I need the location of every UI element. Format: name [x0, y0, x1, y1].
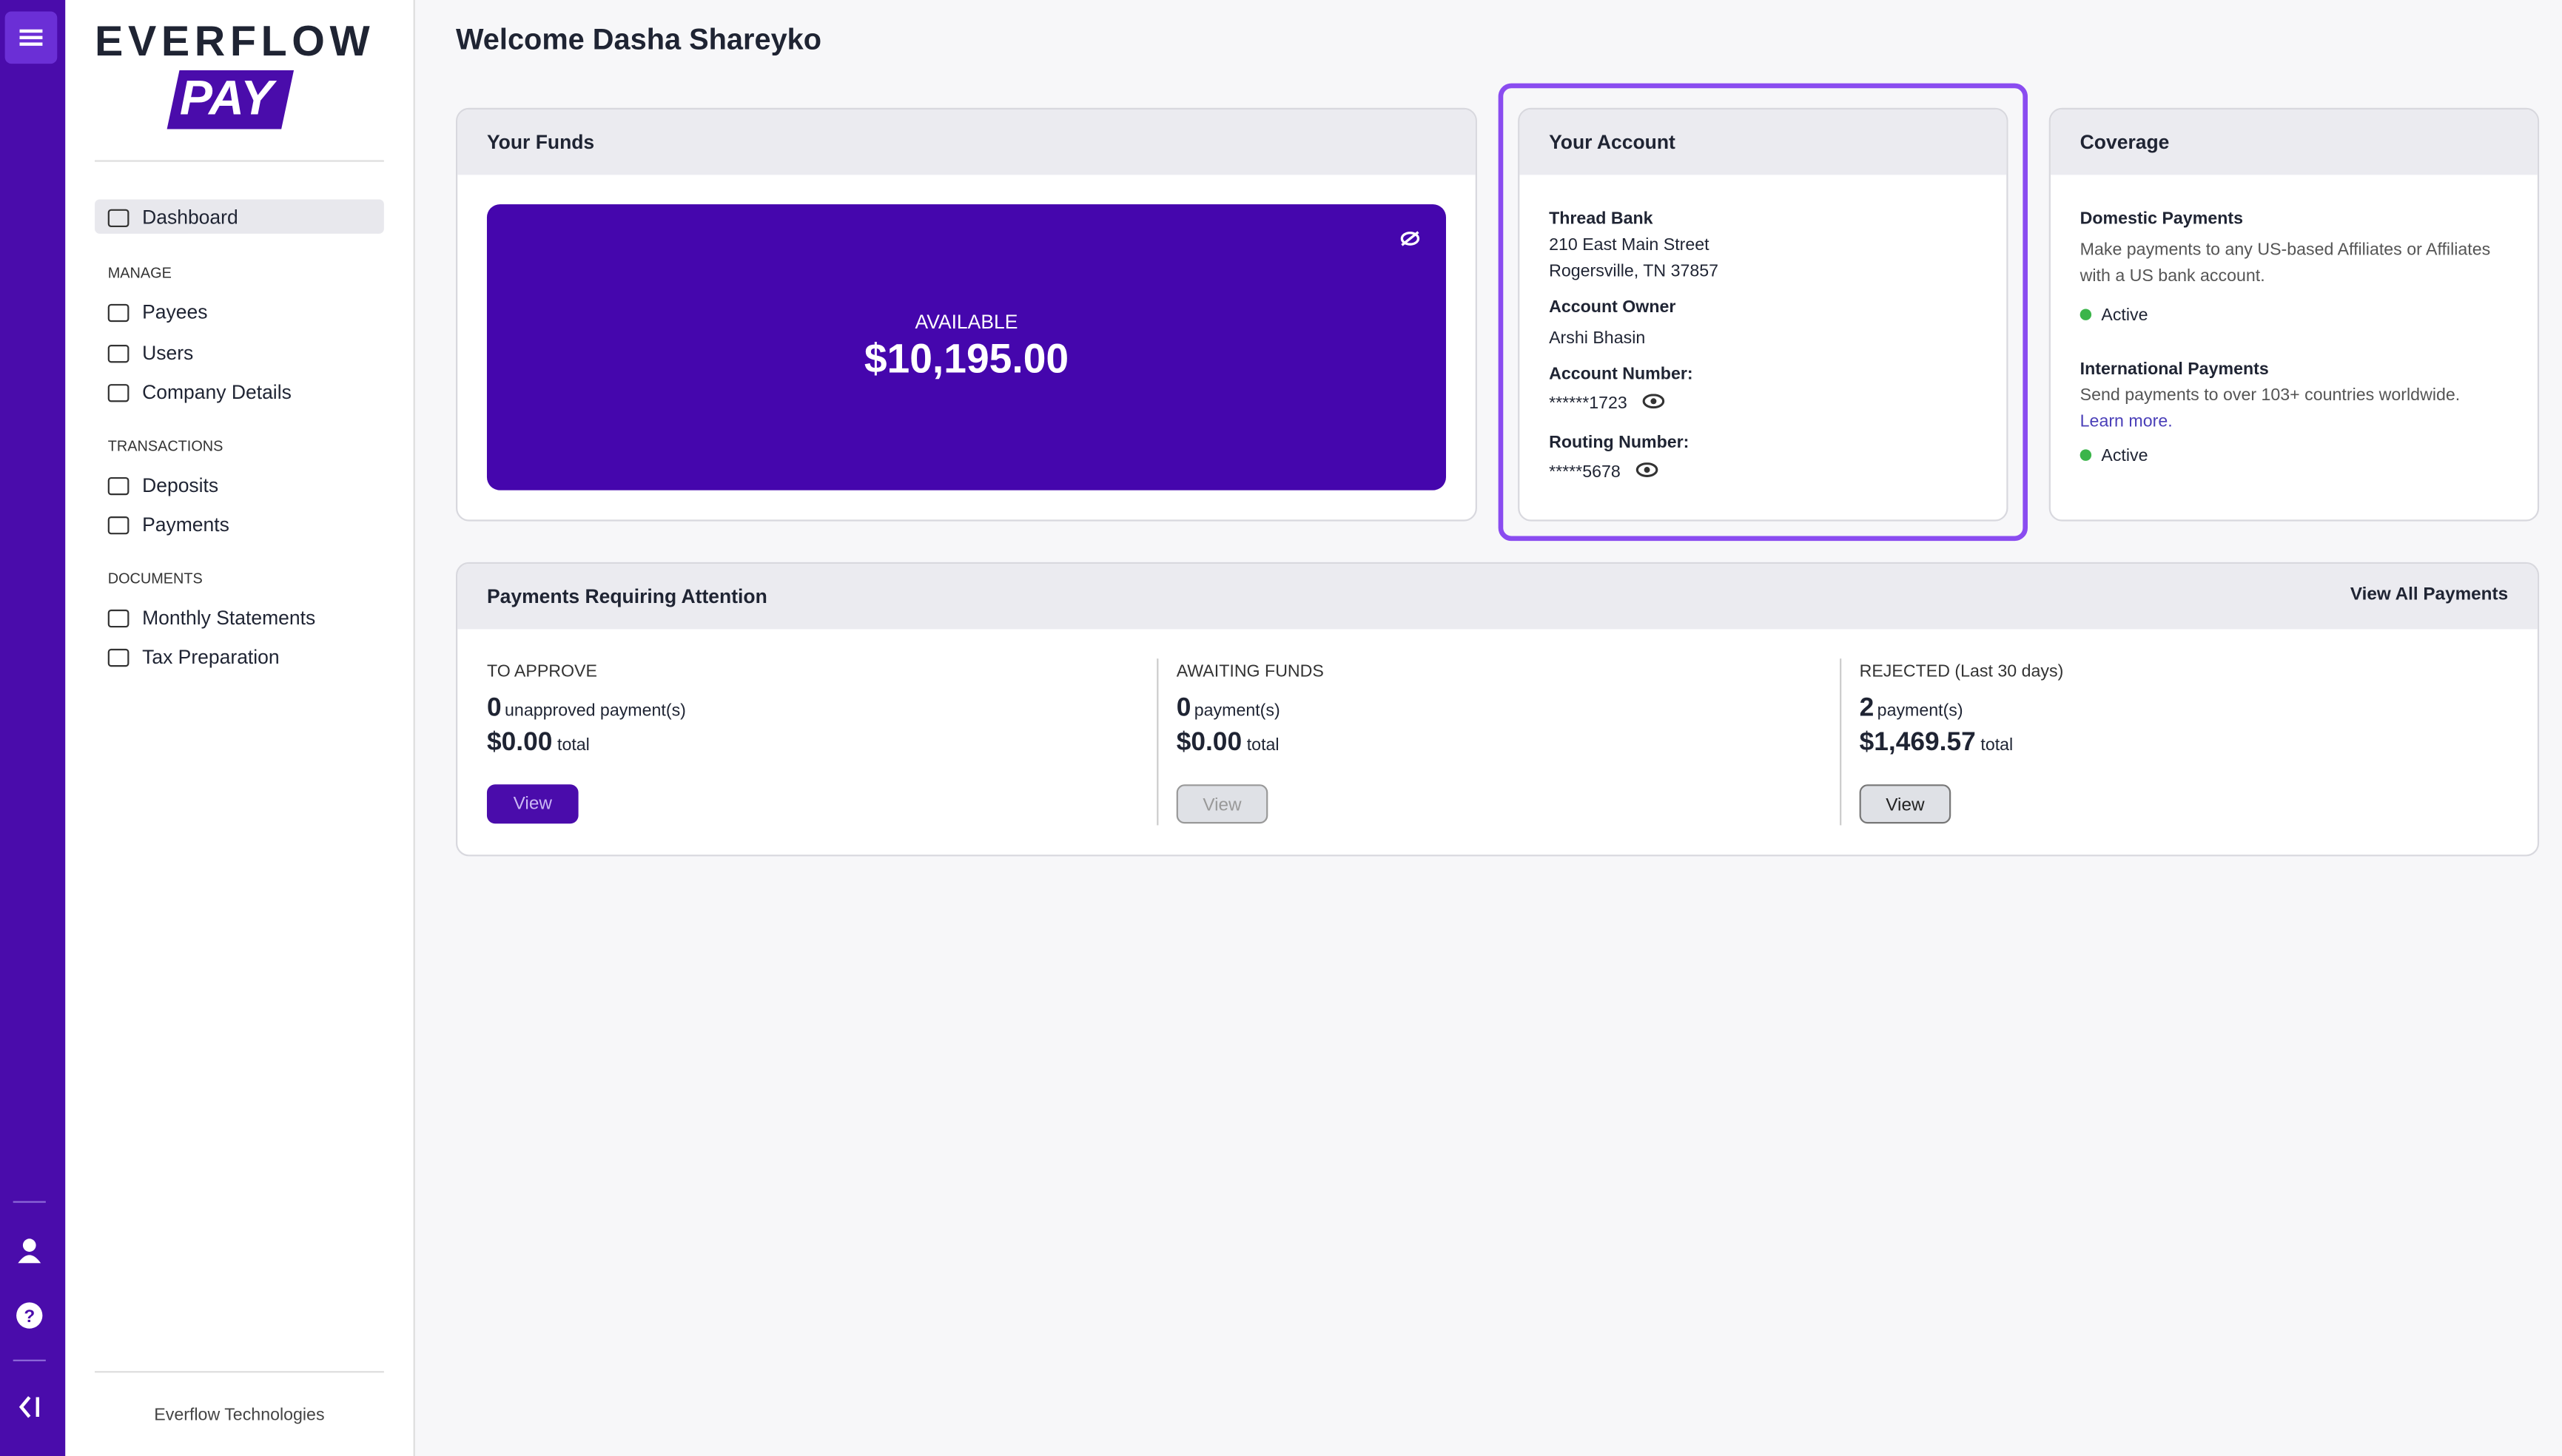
- divider: [1840, 658, 1842, 826]
- count-unit: payment(s): [1194, 701, 1280, 721]
- total: $0.00: [1176, 729, 1243, 757]
- count-unit: payment(s): [1877, 701, 1963, 721]
- card-title: Your Funds: [457, 109, 1476, 175]
- total: $1,469.57: [1859, 729, 1976, 757]
- nav-section: DOCUMENTS: [107, 569, 203, 586]
- nav-section: TRANSACTIONS: [107, 437, 223, 454]
- label: Account Number:: [1549, 364, 1693, 385]
- show-icon[interactable]: [1635, 462, 1658, 477]
- total-row: $0.00 total: [487, 729, 590, 758]
- collapse-icon[interactable]: [16, 1394, 42, 1420]
- nav-icon: [107, 384, 130, 402]
- nav-icon: [107, 343, 130, 363]
- card-title: Coverage: [2050, 109, 2538, 175]
- nav-icon: [107, 476, 130, 495]
- sidebar: EVERFLOW PAY Dashboard MANAGE Payees Users…: [65, 0, 415, 1456]
- count: 2: [1859, 694, 1875, 723]
- nav-item[interactable]: Company Details: [142, 380, 292, 404]
- help-icon[interactable]: ?: [15, 1301, 44, 1330]
- highlight: [1498, 83, 2028, 542]
- label: Account Owner: [1549, 297, 1676, 317]
- divider: [1157, 658, 1159, 826]
- nav-icon: [107, 516, 130, 535]
- nav-item[interactable]: Deposits: [142, 473, 219, 496]
- coverage-title: International Payments: [2079, 359, 2269, 380]
- funds-amount: $10,195.00: [864, 337, 1069, 382]
- funds-card: Your Funds AVAILABLE $10,195.00: [456, 107, 1477, 522]
- total-unit: total: [557, 735, 590, 755]
- rail: ?: [0, 0, 66, 1456]
- nav-item[interactable]: Payments: [142, 513, 229, 536]
- coverage-title: Domestic Payments: [2079, 209, 2243, 229]
- coverage-desc: Make payments to any US-based Affiliates…: [2079, 240, 2491, 286]
- attention-card: Payments Requiring Attention View All Pa…: [456, 562, 2540, 857]
- footer: Everflow Technologies: [154, 1405, 325, 1426]
- count-row: 0 payment(s): [1177, 695, 1280, 724]
- brand-sub: PAY: [179, 72, 274, 127]
- nav-section: MANAGE: [107, 264, 172, 281]
- nav-item[interactable]: Users: [142, 340, 194, 364]
- label: Routing Number:: [1549, 433, 1689, 453]
- status: Active: [2101, 446, 2148, 466]
- link[interactable]: Learn more.: [2079, 411, 2173, 432]
- funds-label: AVAILABLE: [915, 310, 1018, 334]
- count: 0: [1176, 694, 1191, 723]
- address: 210 East Main Street: [1549, 235, 1709, 255]
- total-row: $1,469.57 total: [1860, 729, 2014, 758]
- col-label: AWAITING FUNDS: [1176, 661, 1324, 682]
- count-unit: unapproved payment(s): [505, 701, 686, 721]
- svg-text:?: ?: [24, 1307, 35, 1327]
- coverage-card: Coverage Domestic Payments Make payments…: [2048, 107, 2540, 522]
- view-all[interactable]: View All Payments: [2350, 584, 2509, 605]
- account-card: Your Account Thread Bank 210 East Main S…: [1518, 107, 2008, 522]
- col-label: REJECTED (Last 30 days): [1859, 661, 2064, 682]
- view-button[interactable]: View: [1859, 784, 1951, 824]
- menu-button[interactable]: [4, 11, 58, 64]
- coverage-desc: Send payments to over 103+ countries wor…: [2079, 385, 2461, 405]
- nav-icon: [107, 608, 130, 627]
- hide-icon[interactable]: [1400, 230, 1420, 246]
- owner: Arshi Bhasin: [1549, 328, 1646, 348]
- total-unit: total: [1246, 735, 1280, 755]
- nav-active[interactable]: [95, 199, 384, 234]
- nav-item[interactable]: Dashboard: [142, 206, 238, 229]
- nav-item[interactable]: Payees: [142, 300, 208, 324]
- page-title: Welcome Dasha Shareyko: [456, 22, 822, 56]
- brand-name: EVERFLOW: [95, 16, 375, 66]
- nav-item[interactable]: Tax Preparation: [142, 645, 280, 669]
- col-label: TO APPROVE: [486, 661, 597, 682]
- address: Rogersville, TN 37857: [1549, 261, 1719, 281]
- card-title: Your Account: [1519, 109, 2007, 175]
- count-row: 2 payment(s): [1860, 695, 1963, 724]
- count: 0: [486, 694, 502, 723]
- account-number: ******1723: [1549, 394, 1627, 414]
- nav-item[interactable]: Monthly Statements: [142, 605, 316, 629]
- profile-icon[interactable]: [16, 1237, 42, 1264]
- nav-icon: [107, 303, 130, 323]
- show-icon[interactable]: [1642, 394, 1665, 409]
- nav-icon: [107, 648, 130, 667]
- routing-number: *****5678: [1549, 462, 1621, 482]
- funds-panel: AVAILABLE $10,195.00: [486, 204, 1446, 491]
- status: Active: [2101, 306, 2148, 326]
- view-button[interactable]: View: [1176, 784, 1268, 824]
- total-unit: total: [1980, 735, 2014, 755]
- total: $0.00: [486, 729, 553, 757]
- view-button[interactable]: View: [486, 784, 579, 824]
- card-title: Payments Requiring Attention: [457, 564, 2538, 630]
- bank: Thread Bank: [1549, 209, 1653, 229]
- count-row: 0 unapproved payment(s): [487, 695, 686, 724]
- total-row: $0.00 total: [1177, 729, 1280, 758]
- nav-icon: [107, 209, 130, 228]
